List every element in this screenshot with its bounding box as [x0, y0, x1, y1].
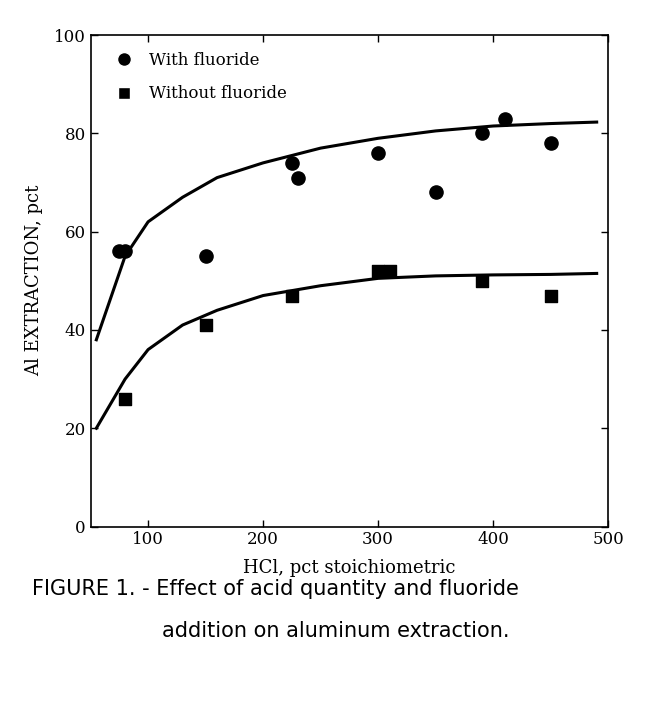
Point [120, 246, 130, 257]
Point [373, 265, 383, 277]
Point [292, 172, 303, 183]
Point [287, 290, 297, 301]
Point [545, 290, 556, 301]
Point [201, 319, 211, 331]
Y-axis label: Al EXTRACTION, pct: Al EXTRACTION, pct [25, 185, 43, 376]
Point [499, 113, 510, 124]
Point [430, 187, 441, 198]
Point [476, 128, 487, 139]
Text: FIGURE 1. - Effect of acid quantity and fluoride: FIGURE 1. - Effect of acid quantity and … [32, 579, 520, 599]
Point [287, 157, 297, 168]
X-axis label: HCl, pct stoichiometric: HCl, pct stoichiometric [243, 559, 455, 578]
Point [373, 147, 383, 159]
Point [120, 393, 130, 404]
Point [545, 138, 556, 149]
Legend: With fluoride, Without fluoride: With fluoride, Without fluoride [99, 44, 295, 111]
Point [476, 275, 487, 286]
Point [114, 246, 124, 257]
Point [201, 251, 211, 262]
Point [384, 265, 395, 277]
Text: addition on aluminum extraction.: addition on aluminum extraction. [162, 621, 509, 641]
